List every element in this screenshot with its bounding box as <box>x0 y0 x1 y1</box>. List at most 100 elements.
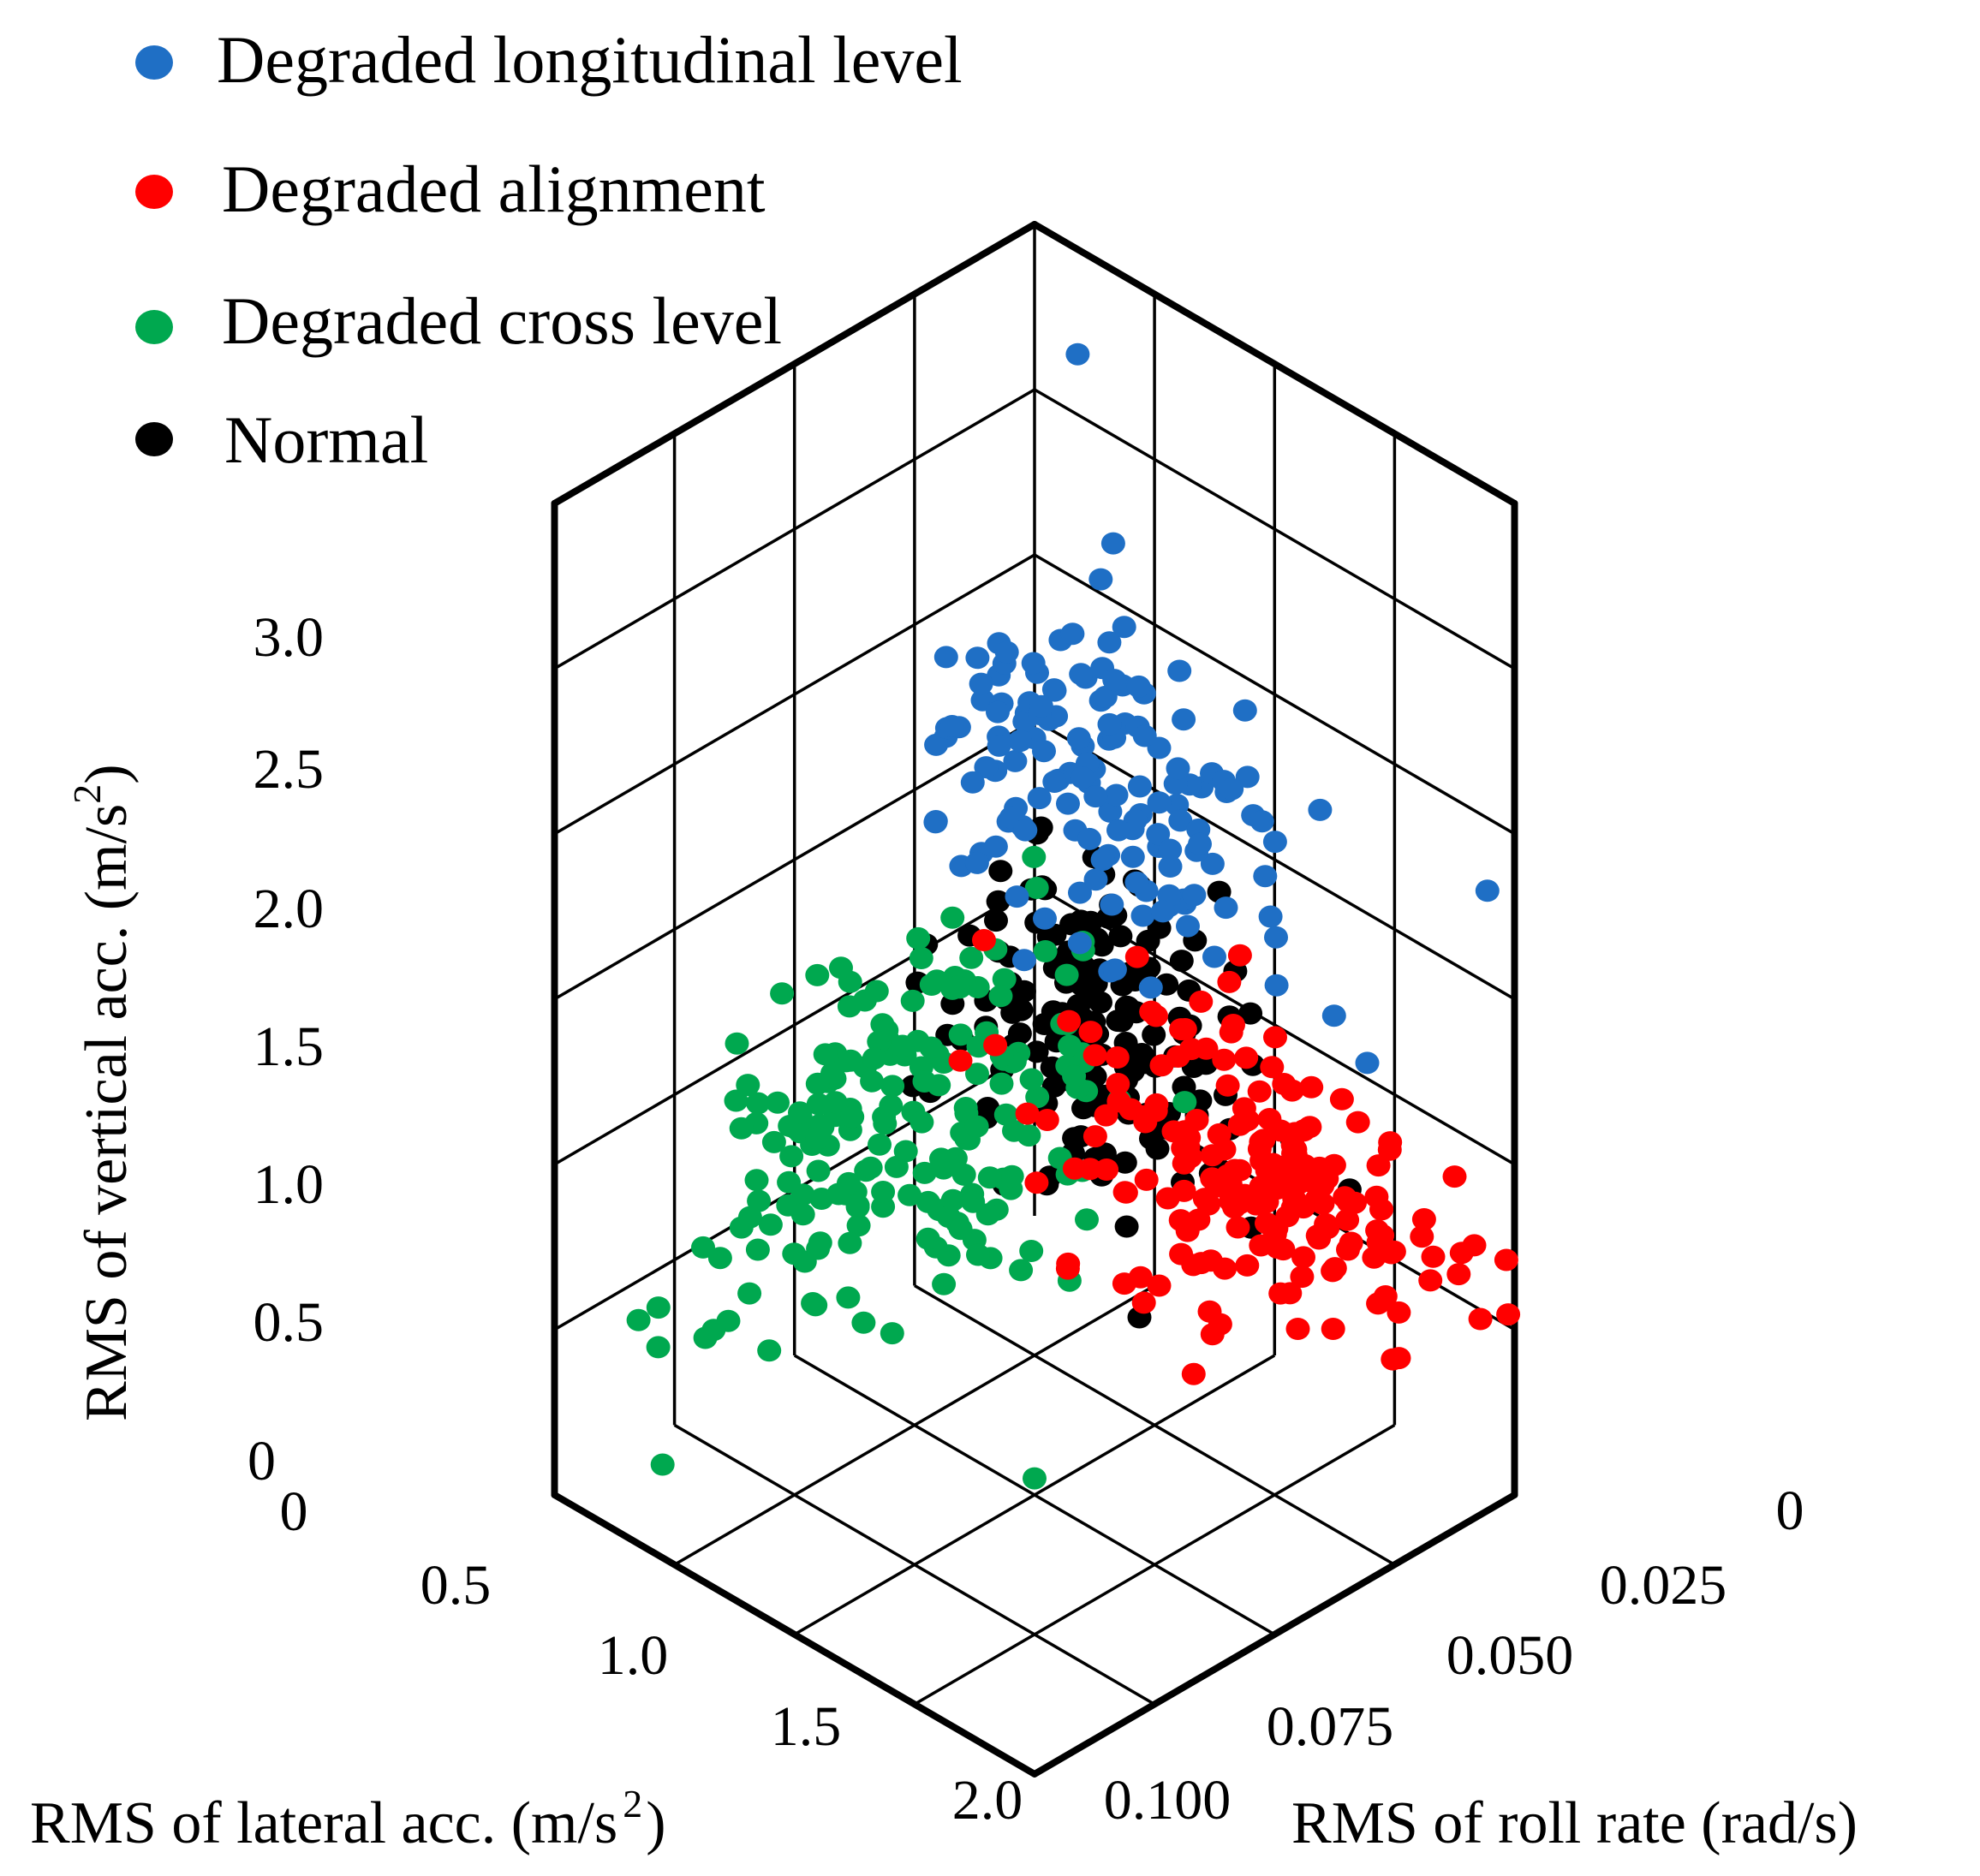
point-cross-level <box>806 1159 831 1182</box>
point-alignment <box>1378 1131 1403 1154</box>
point-cross-level <box>650 1453 675 1476</box>
point-cross-level <box>1033 940 1058 962</box>
legend-marker-alignment <box>135 175 173 209</box>
point-cross-level <box>725 1032 749 1055</box>
point-cross-level <box>992 968 1017 991</box>
point-normal <box>1112 1151 1137 1174</box>
point-longitudinal <box>1102 958 1127 981</box>
legend-item-alignment[interactable]: Degraded alignment <box>135 152 766 226</box>
point-alignment <box>1094 1104 1118 1127</box>
point-alignment <box>1262 1223 1287 1246</box>
point-cross-level <box>937 1151 962 1174</box>
point-cross-level <box>868 1133 892 1156</box>
point-alignment <box>1232 1097 1256 1120</box>
point-alignment <box>1169 1242 1194 1266</box>
point-cross-level <box>909 947 933 969</box>
x-tick-label: 1.5 <box>771 1695 842 1758</box>
point-alignment <box>1496 1303 1521 1326</box>
point-alignment <box>1268 1164 1292 1187</box>
point-cross-level <box>770 982 795 1005</box>
point-cross-level <box>1019 1240 1044 1262</box>
legend-label-normal: Normal <box>224 402 428 477</box>
x-tick-label: 0 <box>280 1480 308 1543</box>
point-cross-level <box>932 1272 957 1295</box>
point-alignment <box>1082 1044 1107 1067</box>
y-tick-label: 0.025 <box>1600 1554 1727 1617</box>
point-alignment <box>1181 1362 1206 1385</box>
point-longitudinal <box>1083 868 1108 891</box>
point-longitudinal <box>1264 974 1289 997</box>
point-cross-level <box>1075 1208 1099 1231</box>
point-cross-level <box>851 1311 876 1334</box>
point-normal <box>1007 1022 1032 1045</box>
point-cross-level <box>988 985 1013 1008</box>
point-alignment <box>1268 1282 1293 1305</box>
point-longitudinal <box>1166 757 1190 780</box>
point-normal <box>1108 925 1133 948</box>
legend-marker-normal <box>135 422 173 456</box>
point-cross-level <box>1009 1259 1034 1282</box>
point-longitudinal <box>1126 675 1151 698</box>
x-axis-ticks: 0 0.5 1.0 1.5 2.0 <box>280 1480 1023 1831</box>
point-longitudinal <box>1475 879 1500 902</box>
point-cross-level <box>999 1164 1024 1188</box>
point-cross-level <box>805 1127 830 1150</box>
point-cross-level <box>826 1182 851 1206</box>
point-normal <box>986 890 1011 913</box>
point-alignment <box>1249 1130 1273 1153</box>
point-alignment <box>1184 1109 1209 1131</box>
point-longitudinal <box>1088 568 1113 591</box>
point-alignment <box>1189 990 1214 1013</box>
point-alignment <box>1217 970 1242 993</box>
point-alignment <box>983 1033 1008 1057</box>
point-longitudinal <box>1158 838 1183 861</box>
legend-item-cross-level[interactable]: Degraded cross level <box>135 283 782 358</box>
point-cross-level <box>912 1161 937 1184</box>
legend-item-longitudinal[interactable]: Degraded longitudinal level <box>135 22 963 97</box>
point-longitudinal <box>986 700 1010 724</box>
point-alignment <box>1144 1093 1169 1116</box>
point-alignment <box>1200 1323 1225 1346</box>
point-normal <box>1238 1002 1263 1025</box>
point-alignment <box>1178 1146 1203 1169</box>
point-cross-level <box>840 1105 865 1129</box>
point-cross-level <box>864 980 889 1003</box>
point-alignment <box>1105 1046 1130 1069</box>
point-alignment <box>1139 1000 1164 1023</box>
point-cross-level <box>707 1247 732 1270</box>
frame-edge <box>1031 221 1518 507</box>
point-longitudinal <box>1021 652 1046 675</box>
point-alignment <box>1198 1249 1223 1272</box>
point-alignment <box>1387 1347 1411 1370</box>
point-longitudinal <box>1220 777 1244 801</box>
x-axis-title: RMS of lateral acc. (m/s 2) <box>30 1782 666 1856</box>
y-tick-label: 0.100 <box>1104 1769 1232 1831</box>
point-longitudinal <box>1124 871 1149 894</box>
point-cross-level <box>906 926 931 950</box>
point-cross-level <box>779 1145 804 1168</box>
point-longitudinal <box>994 640 1019 664</box>
point-longitudinal <box>1264 926 1288 949</box>
point-longitudinal <box>923 810 948 832</box>
point-cross-level <box>737 1282 762 1305</box>
point-cross-level <box>915 1227 940 1250</box>
point-longitudinal <box>1120 845 1145 868</box>
z-tick-label: 0 <box>248 1430 276 1492</box>
point-cross-level <box>940 977 965 1000</box>
y-axis-title: RMS of roll rate (rad/s) <box>1291 1790 1858 1856</box>
point-cross-level <box>724 1089 748 1112</box>
point-normal <box>984 909 1008 932</box>
point-alignment <box>1329 1087 1354 1111</box>
frame-layer <box>551 221 1518 1778</box>
y-tick-label: 0.075 <box>1267 1695 1394 1758</box>
frame-edge <box>551 1491 1038 1778</box>
point-longitudinal <box>1127 775 1152 798</box>
legend-item-normal[interactable]: Normal <box>135 402 428 477</box>
legend-marker-longitudinal <box>135 45 173 80</box>
point-alignment <box>1221 1014 1245 1036</box>
gridline-wall-xz <box>553 718 1035 1001</box>
point-cross-level <box>966 1243 990 1266</box>
point-alignment <box>1418 1269 1443 1292</box>
point-cross-level <box>761 1130 786 1153</box>
